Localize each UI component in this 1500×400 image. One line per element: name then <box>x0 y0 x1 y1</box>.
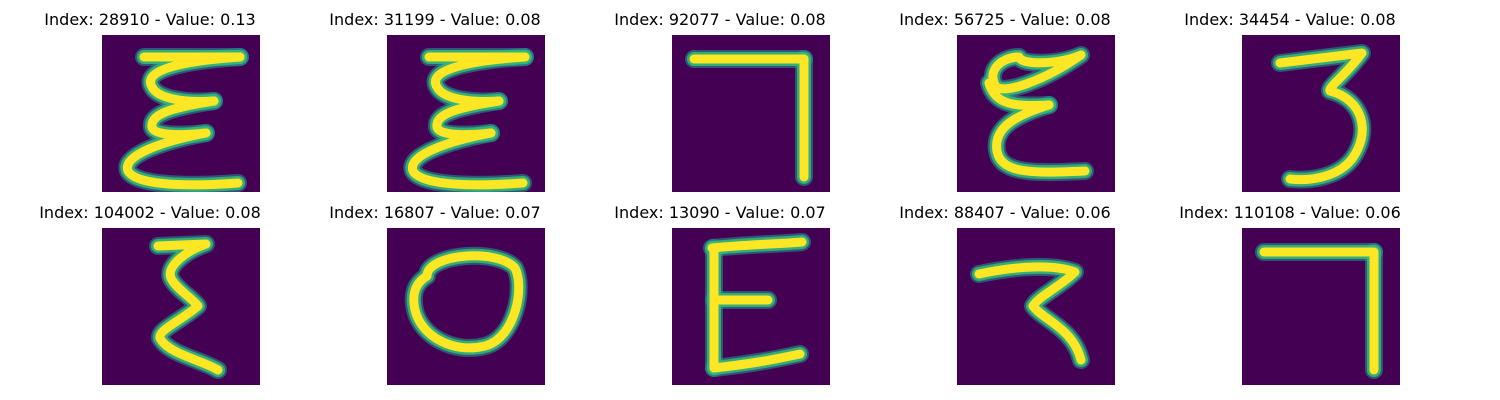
double-epsilon-icon <box>387 35 545 192</box>
glyph-stroke <box>712 242 802 248</box>
zero-icon <box>387 228 545 385</box>
double-epsilon-icon <box>102 35 260 192</box>
panel-title: Index: 34454 - Value: 0.08 <box>1140 10 1440 29</box>
image-panel: Index: 110108 - Value: 0.06 <box>1140 193 1440 388</box>
panel-title: Index: 31199 - Value: 0.08 <box>285 10 585 29</box>
panel-title: Index: 110108 - Value: 0.06 <box>1140 203 1440 222</box>
seven-stroke-icon <box>1242 228 1400 385</box>
panel-title: Index: 56725 - Value: 0.08 <box>855 10 1155 29</box>
image-panel: Index: 16807 - Value: 0.07 <box>285 193 585 388</box>
image-panel: Index: 13090 - Value: 0.07 <box>570 193 870 388</box>
panel-title: Index: 13090 - Value: 0.07 <box>570 203 870 222</box>
image-panel: Index: 31199 - Value: 0.08 <box>285 0 585 195</box>
e-shape-icon <box>672 228 830 385</box>
panel-title: Index: 92077 - Value: 0.08 <box>570 10 870 29</box>
zigzag-icon <box>102 228 260 385</box>
image-panel: Index: 88407 - Value: 0.06 <box>855 193 1155 388</box>
image-panel: Index: 28910 - Value: 0.13 <box>0 0 300 195</box>
seven-stroke-icon <box>672 35 830 192</box>
panel-title: Index: 28910 - Value: 0.13 <box>0 10 300 29</box>
panel-title: Index: 88407 - Value: 0.06 <box>855 203 1155 222</box>
image-panel: Index: 104002 - Value: 0.08 <box>0 193 300 388</box>
three-icon <box>1242 35 1400 192</box>
panel-title: Index: 16807 - Value: 0.07 <box>285 203 585 222</box>
image-panel: Index: 34454 - Value: 0.08 <box>1140 0 1440 195</box>
image-panel: Index: 56725 - Value: 0.08 <box>855 0 1155 195</box>
z-hook-icon <box>957 228 1115 385</box>
panel-title: Index: 104002 - Value: 0.08 <box>0 203 300 222</box>
epsilon-loop-icon <box>957 35 1115 192</box>
image-panel: Index: 92077 - Value: 0.08 <box>570 0 870 195</box>
